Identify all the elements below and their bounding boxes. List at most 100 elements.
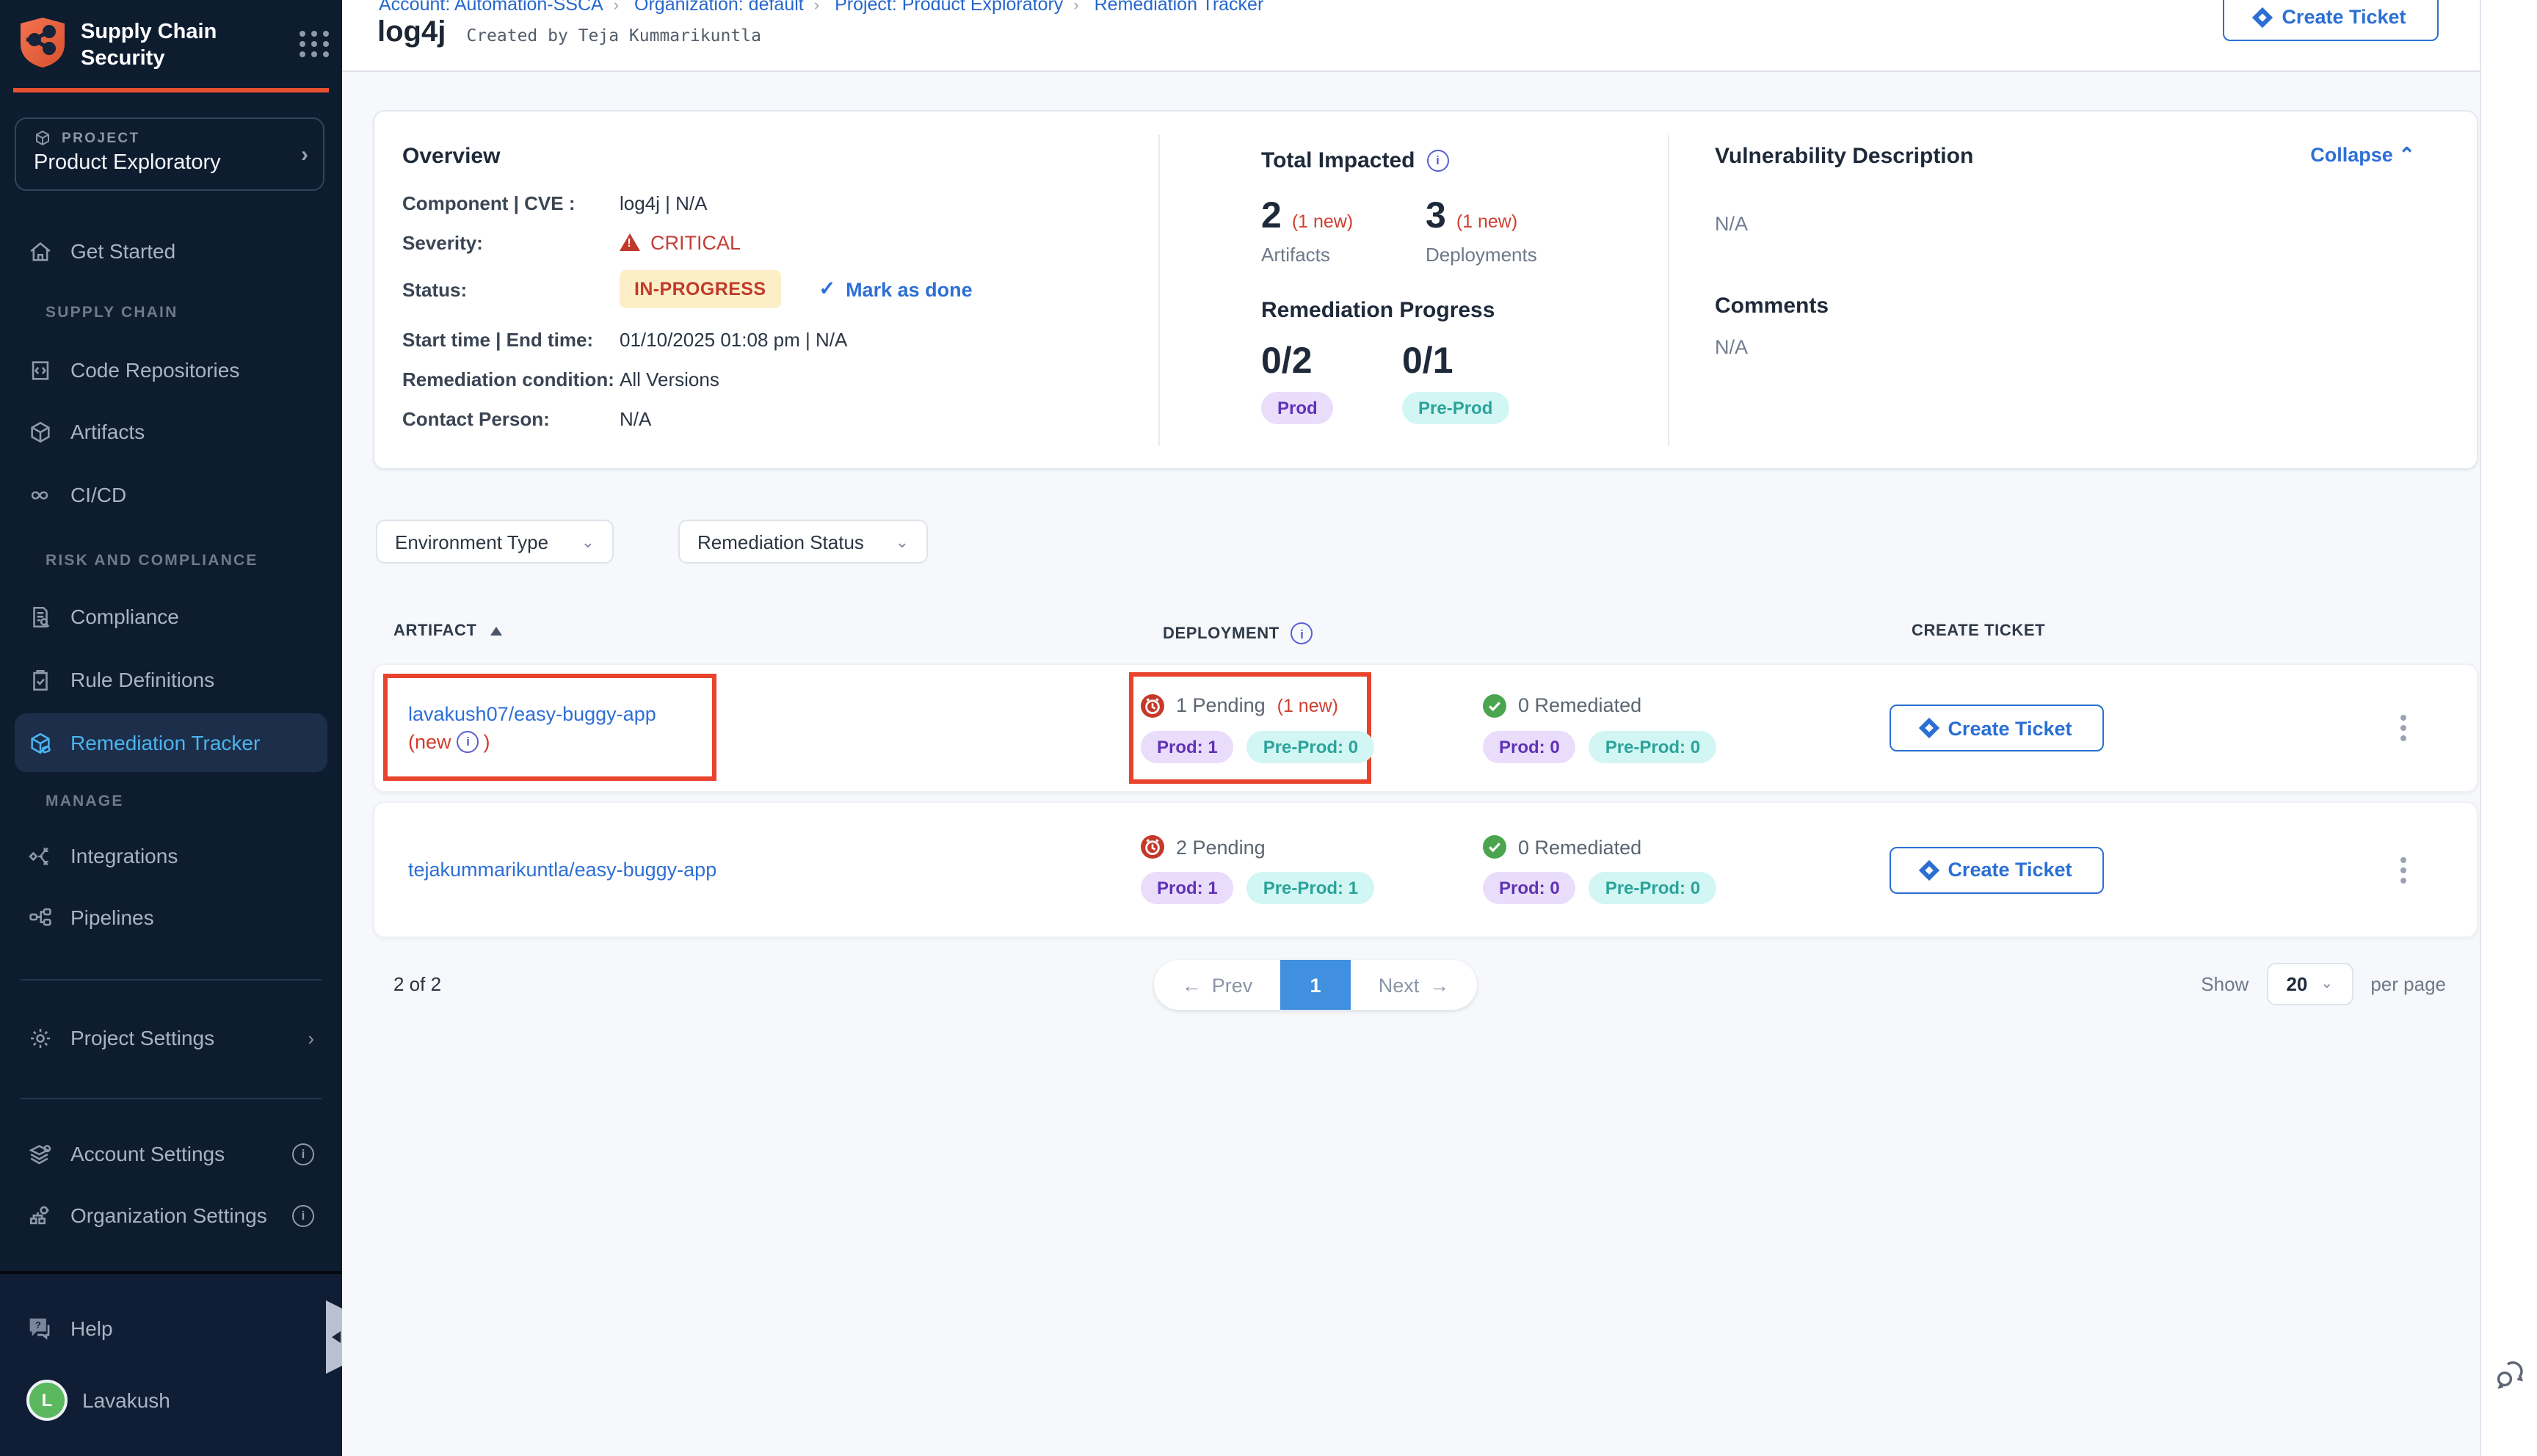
sidebar-item-account-settings[interactable]: Account Settings i [15, 1133, 327, 1174]
sort-ascending-icon [490, 627, 502, 636]
avatar: L [26, 1380, 68, 1421]
sidebar-item-get-started[interactable]: Get Started [15, 230, 327, 272]
remediated-cell: 0 Remediated Prod: 0 Pre-Prod: 0 [1483, 803, 1716, 936]
sidebar-item-organization-settings[interactable]: Organization Settings i [15, 1195, 327, 1236]
breadcrumb-organization[interactable]: Organization: default [634, 0, 804, 15]
chevron-right-icon: › [308, 1027, 314, 1049]
preprod-count-badge: Pre-Prod: 0 [1247, 730, 1374, 762]
overview-heading: Overview [402, 144, 1136, 169]
deployment-cell: 2 Pending Prod: 1 Pre-Prod: 1 [1141, 803, 1374, 936]
pagination-bar: 2 of 2 ← Prev 1 Next → Show 20 ⌄ per pag… [373, 960, 2446, 1010]
create-ticket-button[interactable]: Create Ticket [1890, 705, 2104, 751]
info-icon[interactable]: i [1291, 622, 1313, 644]
compliance-doc-icon [26, 603, 53, 630]
severity-value: CRITICAL [650, 231, 741, 253]
contact-row: Contact Person: N/A [402, 407, 1136, 430]
chevron-down-icon: ⌄ [896, 532, 909, 551]
column-deployment: DEPLOYMENTi [1163, 622, 1313, 644]
module-grid-icon[interactable] [300, 31, 330, 57]
sidebar-item-artifacts[interactable]: Artifacts [15, 411, 327, 452]
status-row: Status: IN-PROGRESS ✓ Mark as done [402, 270, 1136, 308]
remediation-tracker-icon [26, 729, 53, 756]
page-1-button[interactable]: 1 [1280, 960, 1351, 1010]
column-artifact[interactable]: ARTIFACT [393, 622, 502, 640]
sidebar-item-rule-definitions[interactable]: Rule Definitions [15, 659, 327, 700]
comments-value: N/A [1715, 336, 2447, 358]
remediation-status-filter[interactable]: Remediation Status ⌄ [678, 520, 928, 564]
breadcrumb-remediation-tracker[interactable]: Remediation Tracker [1095, 0, 1264, 15]
remediated-cell: 0 Remediated Prod: 0 Pre-Prod: 0 [1483, 665, 1716, 791]
ticket-diamond-icon [1918, 718, 1939, 738]
chevron-down-icon: ⌄ [2320, 976, 2333, 992]
section-label-risk-compliance: RISK AND COMPLIANCE [46, 552, 258, 569]
prod-count-badge: Prod: 1 [1141, 730, 1234, 762]
app-window: Supply Chain Security PROJECT Product Ex… [0, 0, 2537, 1456]
sidebar-item-help[interactable]: ? Help [15, 1308, 327, 1349]
time-value: 01/10/2025 01:08 pm | N/A [620, 328, 847, 350]
sidebar-item-project-settings[interactable]: Project Settings › [15, 1017, 327, 1058]
card-divider [1668, 135, 1669, 446]
environment-type-filter[interactable]: Environment Type ⌄ [376, 520, 614, 564]
create-ticket-button[interactable]: Create Ticket [1890, 846, 2104, 893]
chevron-left-icon [332, 1331, 341, 1343]
sidebar-footer: ? Help L Lavakush [0, 1271, 342, 1456]
prev-page-button[interactable]: ← Prev [1154, 960, 1280, 1010]
vuln-description-value: N/A [1715, 213, 2447, 235]
overview-card: Overview Component | CVE : log4j | N/A S… [373, 110, 2478, 470]
row-menu-kebab-icon[interactable] [2393, 853, 2414, 886]
sidebar: Supply Chain Security PROJECT Product Ex… [0, 0, 342, 1456]
section-label-supply-chain: SUPPLY CHAIN [46, 304, 178, 321]
prod-progress: 0/2 Prod [1261, 343, 1402, 424]
prod-count-badge: Prod: 1 [1141, 872, 1234, 904]
arrow-left-icon: ← [1182, 974, 1202, 996]
ticket-diamond-icon [1918, 859, 1939, 880]
page-header: Account: Automation-SSCA › Organization: … [342, 0, 2480, 72]
supply-chain-security-logo-icon [19, 16, 66, 69]
org-hierarchy-gear-icon [26, 1202, 53, 1228]
pending-new-count: (1 new) [1277, 695, 1338, 716]
artifact-link[interactable]: tejakummarikuntla/easy-buggy-app [408, 856, 716, 884]
artifact-link[interactable]: lavakush07/easy-buggy-app [408, 700, 656, 728]
info-icon[interactable]: i [292, 1204, 314, 1226]
sidebar-divider [21, 979, 322, 980]
preprod-progress: 0/1 Pre-Prod [1402, 343, 1543, 424]
remediated-check-icon [1483, 694, 1506, 717]
project-name: Product Exploratory [34, 151, 308, 175]
comments-heading: Comments [1715, 294, 2447, 318]
info-icon[interactable]: i [1427, 149, 1449, 171]
chat-support-icon[interactable] [2493, 1358, 2528, 1393]
mark-as-done-link[interactable]: ✓ Mark as done [819, 277, 972, 301]
project-selector[interactable]: PROJECT Product Exploratory › [15, 117, 324, 191]
sidebar-item-remediation-tracker[interactable]: Remediation Tracker [15, 713, 327, 772]
sidebar-item-integrations[interactable]: Integrations [15, 835, 327, 876]
breadcrumb-project[interactable]: Project: Product Exploratory [835, 0, 1063, 15]
chevron-right-icon: › [301, 142, 308, 167]
prod-badge: Prod [1261, 392, 1334, 424]
pipelines-icon [26, 904, 53, 931]
total-impacted-heading: Total Impactedi [1261, 148, 1658, 173]
sidebar-item-pipelines[interactable]: Pipelines [15, 897, 327, 938]
chevron-down-icon: ⌄ [581, 532, 595, 551]
table-row: lavakush07/easy-buggy-app (new i ) 1 Pen… [373, 663, 2478, 793]
collapse-link[interactable]: Collapse ⌃ [2310, 144, 2415, 167]
component-value: log4j | N/A [620, 192, 708, 214]
sidebar-item-compliance[interactable]: Compliance [15, 596, 327, 637]
breadcrumb-separator-icon: › [1073, 0, 1078, 15]
page-size-select[interactable]: 20 ⌄ [2266, 963, 2353, 1005]
preprod-count-badge: Pre-Prod: 1 [1247, 872, 1374, 904]
row-menu-kebab-icon[interactable] [2393, 712, 2414, 744]
sidebar-item-cicd[interactable]: CI/CD [15, 474, 327, 515]
breadcrumb-account[interactable]: Account: Automation-SSCA [379, 0, 603, 15]
user-menu[interactable]: L Lavakush [15, 1380, 327, 1421]
impacted-artifacts-stat: 2 (1 new) Artifacts [1261, 198, 1426, 266]
sidebar-item-code-repositories[interactable]: Code Repositories [15, 349, 327, 390]
info-icon[interactable]: i [292, 1143, 314, 1165]
next-page-button[interactable]: Next → [1351, 960, 1477, 1010]
info-icon[interactable]: i [457, 731, 479, 753]
create-ticket-button[interactable]: Create Ticket [2223, 0, 2439, 41]
project-label: PROJECT [62, 130, 140, 146]
right-rail [2480, 0, 2537, 1456]
status-badge: IN-PROGRESS [620, 270, 780, 308]
help-chat-icon: ? [26, 1315, 53, 1342]
integrations-icon [26, 842, 53, 869]
